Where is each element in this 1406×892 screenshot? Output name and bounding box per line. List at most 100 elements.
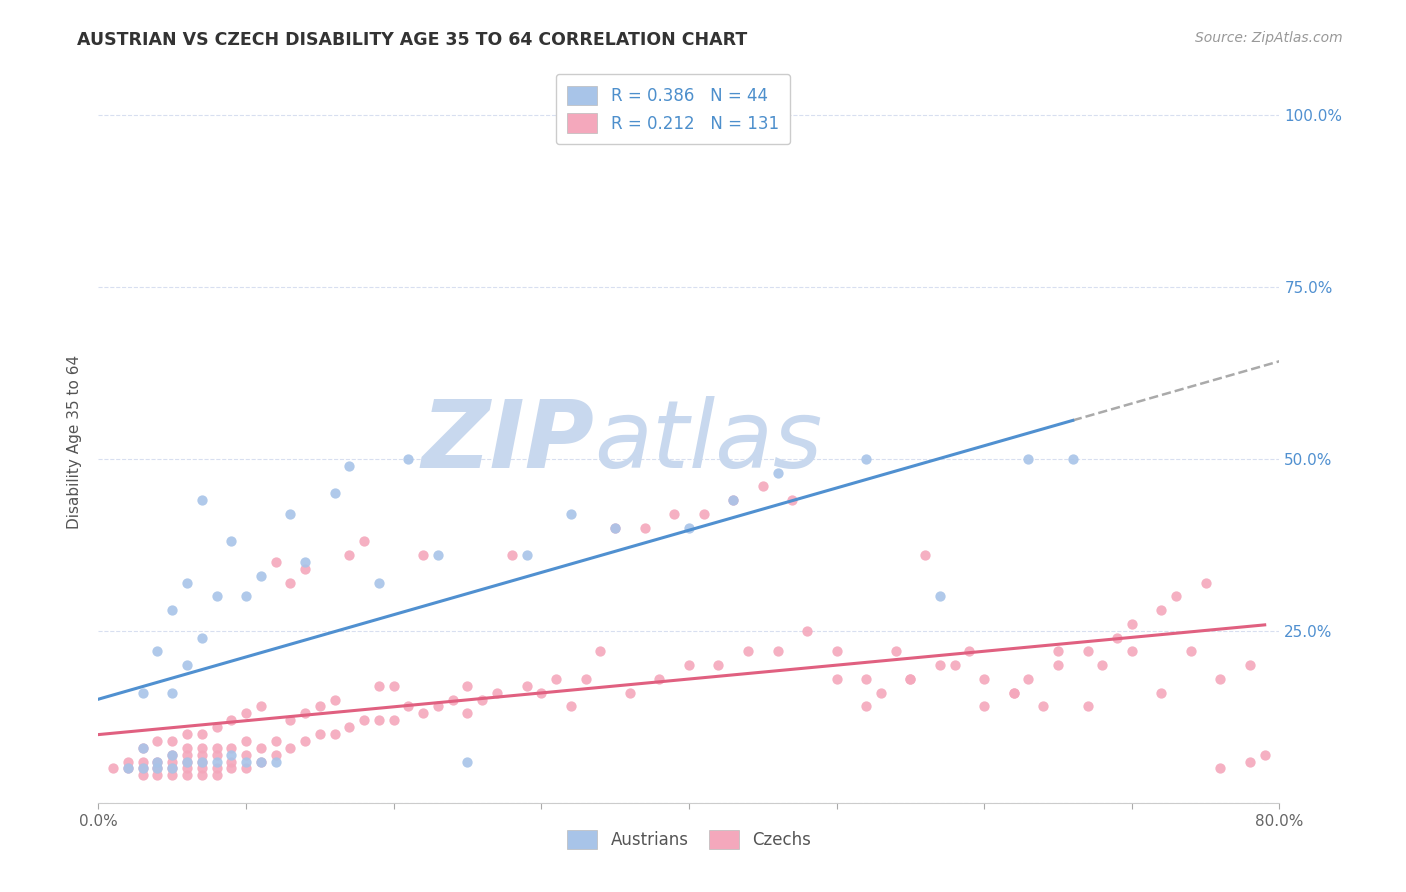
Point — [929, 590, 952, 604]
Point — [162, 747, 183, 762]
Point — [221, 761, 243, 775]
Point — [264, 734, 287, 748]
Point — [146, 755, 169, 769]
Point — [398, 451, 420, 466]
Point — [162, 686, 183, 700]
Point — [825, 672, 848, 686]
Point — [530, 686, 553, 700]
Point — [398, 699, 420, 714]
Point — [412, 706, 434, 721]
Point — [501, 548, 523, 562]
Point — [457, 679, 479, 693]
Point — [221, 740, 243, 755]
Point — [1077, 699, 1099, 714]
Point — [132, 761, 155, 775]
Point — [855, 451, 877, 466]
Point — [191, 740, 214, 755]
Point — [1121, 644, 1143, 658]
Point — [250, 568, 273, 582]
Point — [664, 507, 686, 521]
Point — [1209, 672, 1232, 686]
Point — [205, 768, 228, 782]
Point — [796, 624, 818, 638]
Point — [1046, 644, 1070, 658]
Point — [766, 644, 789, 658]
Point — [205, 740, 228, 755]
Point — [205, 747, 228, 762]
Point — [294, 555, 316, 569]
Point — [235, 590, 257, 604]
Point — [191, 631, 214, 645]
Point — [973, 672, 995, 686]
Point — [146, 734, 169, 748]
Point — [176, 658, 198, 673]
Point — [191, 755, 214, 769]
Point — [427, 548, 450, 562]
Point — [368, 679, 391, 693]
Point — [309, 727, 332, 741]
Point — [191, 727, 214, 741]
Point — [339, 458, 361, 473]
Point — [205, 761, 228, 775]
Point — [103, 761, 125, 775]
Point — [235, 734, 257, 748]
Point — [973, 699, 995, 714]
Point — [605, 520, 627, 534]
Point — [1077, 644, 1099, 658]
Point — [929, 658, 952, 673]
Point — [1018, 451, 1040, 466]
Point — [132, 761, 155, 775]
Point — [176, 755, 198, 769]
Point — [146, 644, 169, 658]
Point — [412, 548, 434, 562]
Point — [205, 755, 228, 769]
Point — [117, 761, 139, 775]
Point — [723, 493, 745, 508]
Point — [1209, 761, 1232, 775]
Point — [250, 740, 273, 755]
Point — [323, 727, 346, 741]
Point — [1239, 755, 1261, 769]
Text: AUSTRIAN VS CZECH DISABILITY AGE 35 TO 64 CORRELATION CHART: AUSTRIAN VS CZECH DISABILITY AGE 35 TO 6… — [77, 31, 748, 49]
Point — [1046, 658, 1070, 673]
Point — [589, 644, 612, 658]
Point — [1002, 686, 1025, 700]
Point — [162, 761, 183, 775]
Point — [353, 713, 375, 727]
Point — [382, 713, 405, 727]
Point — [323, 486, 346, 500]
Point — [205, 720, 228, 734]
Point — [132, 740, 155, 755]
Point — [575, 672, 598, 686]
Point — [737, 644, 759, 658]
Point — [250, 755, 273, 769]
Point — [368, 575, 391, 590]
Point — [441, 692, 464, 706]
Point — [294, 734, 316, 748]
Point — [294, 706, 316, 721]
Point — [162, 768, 183, 782]
Point — [382, 679, 405, 693]
Point — [1091, 658, 1114, 673]
Point — [723, 493, 745, 508]
Point — [235, 755, 257, 769]
Point — [634, 520, 657, 534]
Point — [516, 548, 538, 562]
Point — [323, 692, 346, 706]
Point — [280, 575, 302, 590]
Point — [486, 686, 509, 700]
Point — [132, 740, 155, 755]
Point — [162, 761, 183, 775]
Point — [427, 699, 450, 714]
Point — [1107, 631, 1129, 645]
Point — [1002, 686, 1025, 700]
Point — [176, 761, 198, 775]
Point — [339, 720, 361, 734]
Point — [162, 603, 183, 617]
Point — [146, 768, 169, 782]
Point — [176, 768, 198, 782]
Point — [1254, 747, 1277, 762]
Point — [294, 562, 316, 576]
Point — [1032, 699, 1054, 714]
Point — [117, 755, 139, 769]
